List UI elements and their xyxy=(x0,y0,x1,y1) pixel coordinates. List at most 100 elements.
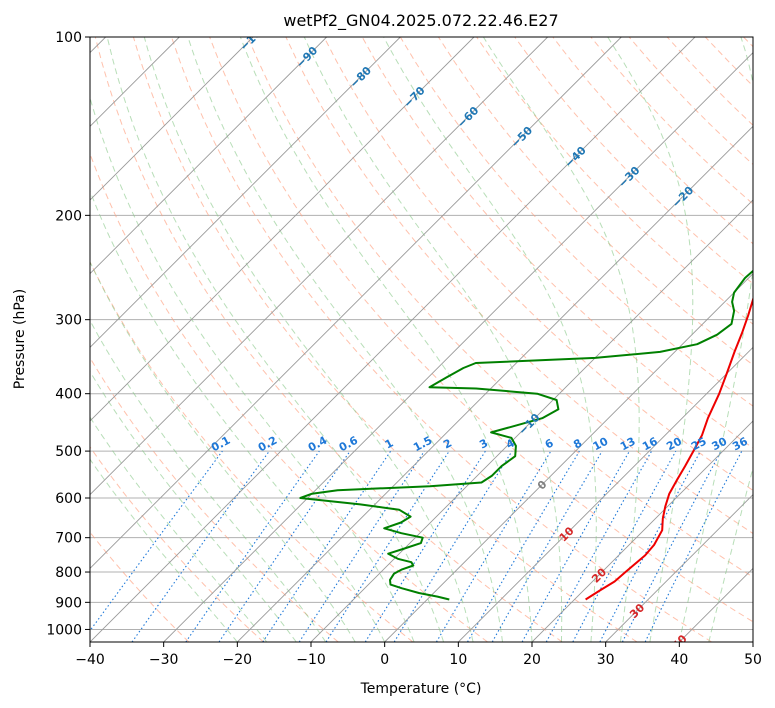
isotherm-label: −20 xyxy=(670,184,697,211)
dry-adiabat xyxy=(323,37,753,491)
mixing-ratio-line xyxy=(325,450,450,642)
isotherms xyxy=(90,37,753,642)
moist-adiabat xyxy=(239,37,533,642)
dry-adiabat xyxy=(476,37,753,325)
x-tick-label: 50 xyxy=(744,652,762,668)
y-tick-label: 200 xyxy=(55,208,82,224)
mixing-ratio-label: 20 xyxy=(664,434,684,453)
y-tick-label: 500 xyxy=(55,444,82,460)
isotherm-label: 30 xyxy=(627,601,647,621)
dry-adiabat xyxy=(171,37,712,642)
temperature-line xyxy=(585,296,753,601)
y-tick-label: 400 xyxy=(55,387,82,403)
x-tick-label: 10 xyxy=(449,652,467,668)
y-tick-label: 300 xyxy=(55,313,82,329)
mixing-ratio-label: 2 xyxy=(441,436,454,451)
moist-adiabat xyxy=(90,458,238,642)
isotherm-line xyxy=(90,37,401,348)
mixing-ratio-label: 25 xyxy=(689,435,709,454)
moist-adiabat xyxy=(303,37,563,642)
dry-adiabat xyxy=(132,37,638,642)
x-tick-label: 20 xyxy=(523,652,541,668)
dry-adiabat xyxy=(552,37,753,245)
mixing-ratio-line xyxy=(644,450,743,642)
y-tick-label: 100 xyxy=(55,30,82,46)
profile-series xyxy=(299,269,753,601)
moist-adiabat xyxy=(90,96,415,642)
isotherm-line xyxy=(90,37,254,201)
isotherm-label: 0 xyxy=(535,478,550,493)
mixing-ratio-label: 10 xyxy=(591,434,611,453)
dry-adiabat xyxy=(90,356,339,642)
isotherm-label: 10 xyxy=(557,524,577,544)
x-tick-label: −10 xyxy=(296,652,326,668)
x-tick-label: 30 xyxy=(597,652,615,668)
mixing-ratio-line xyxy=(364,450,486,642)
isotherm-line xyxy=(310,199,753,642)
y-tick-label: 600 xyxy=(55,491,82,507)
y-tick-label: 800 xyxy=(55,565,82,581)
isotherm-line xyxy=(384,273,753,642)
isotherm-label: −60 xyxy=(455,104,482,131)
mixing-ratio-line xyxy=(218,450,351,642)
moist-adiabat xyxy=(708,466,753,642)
dry-adiabat xyxy=(666,37,753,126)
mixing-ratio-line xyxy=(185,450,320,642)
mixing-ratio-line xyxy=(599,450,701,642)
isotherm-line xyxy=(458,346,753,642)
y-tick-label: 900 xyxy=(55,595,82,611)
isotherm-line xyxy=(531,420,753,642)
mixing-ratio-line xyxy=(572,450,677,642)
isotherm-line xyxy=(90,37,548,496)
mixing-ratio-label: 13 xyxy=(618,435,638,454)
x-axis: −40 −30 −20 −10 0 10 20 30 40 50 xyxy=(75,642,762,668)
isotherm-label: −30 xyxy=(616,164,643,191)
dry-adiabat xyxy=(514,37,753,285)
isotherm-label: −40 xyxy=(562,144,589,171)
dry-adiabat xyxy=(285,37,753,535)
mixing-ratio-line xyxy=(521,450,630,642)
isotherm-line xyxy=(605,494,753,642)
chart-title: wetPf2_GN04.2025.072.22.46.E27 xyxy=(283,11,558,31)
dry-adiabat xyxy=(90,260,414,642)
x-tick-label: −40 xyxy=(75,652,105,668)
dry-adiabat xyxy=(247,37,753,578)
isotherm-line xyxy=(90,37,622,569)
y-axis-label: Pressure (hPa) xyxy=(12,289,28,389)
mixing-ratio-line xyxy=(393,450,513,642)
dry-adiabat xyxy=(743,37,753,48)
moist-adiabat xyxy=(90,370,297,642)
y-axis: 100 200 300 400 500 600 700 800 900 1000 xyxy=(46,30,90,638)
dry-adiabat xyxy=(437,37,753,366)
moist-adiabat xyxy=(90,189,386,642)
y-tick-label: 700 xyxy=(55,531,82,547)
mixing-ratio-line xyxy=(90,450,223,632)
isotherm-line xyxy=(90,37,327,275)
moist-adiabat xyxy=(607,37,694,642)
moist-adiabat xyxy=(482,37,640,642)
isotherm-line xyxy=(752,641,753,642)
moist-adiabats xyxy=(90,37,753,642)
plot-frame xyxy=(89,36,754,643)
dry-adiabat xyxy=(94,37,563,642)
isotherm-label: −50 xyxy=(509,124,536,151)
x-tick-label: 40 xyxy=(670,652,688,668)
y-tick-label: 1000 xyxy=(46,622,82,638)
mixing-ratio-line xyxy=(545,450,653,642)
isotherm-label: 40 xyxy=(670,632,690,652)
isotherm-label: −80 xyxy=(348,64,375,91)
isotherm-line xyxy=(163,52,753,642)
mixing-ratio-label: 6 xyxy=(543,436,556,451)
dry-adiabats xyxy=(90,37,753,642)
dry-adiabat xyxy=(90,152,488,642)
moist-adiabat xyxy=(143,37,474,642)
moist-adiabat xyxy=(678,37,753,642)
dry-adiabat xyxy=(90,446,264,642)
isotherm-line xyxy=(90,37,475,422)
moist-adiabat xyxy=(90,416,268,642)
isotherm-line xyxy=(90,37,696,642)
dry-adiabat xyxy=(90,531,190,642)
mixing-ratio-line xyxy=(262,450,392,642)
dry-adiabat xyxy=(209,37,753,623)
